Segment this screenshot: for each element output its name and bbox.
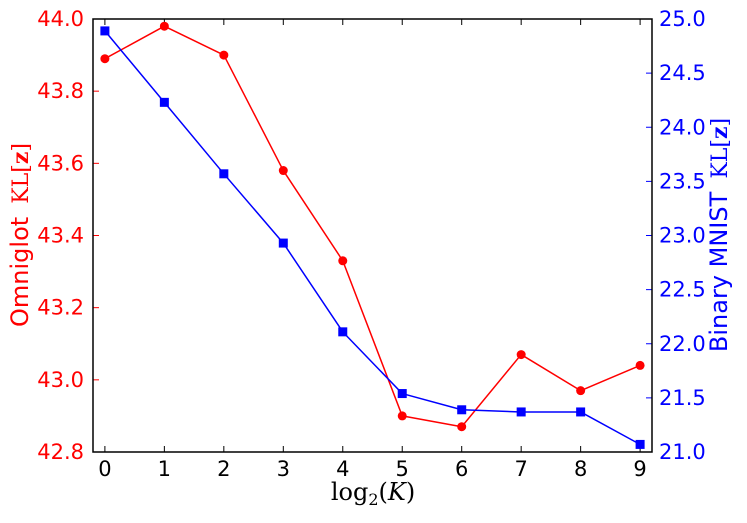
left-y-tick-label: 43.8: [37, 79, 84, 103]
x-tick-label: 8: [574, 457, 587, 481]
right-axis-series-point: [635, 439, 645, 449]
x-tick-label: 1: [158, 457, 171, 481]
x-tick-label: 6: [455, 457, 468, 481]
plot-frame: [92, 18, 653, 453]
left-axis-series-point: [219, 50, 229, 60]
right-axis-series-point: [457, 405, 467, 415]
left-axis-series-point: [576, 386, 586, 396]
right-y-tick-label: 24.5: [659, 61, 706, 85]
left-axis-label: Omniglot KL[z]: [6, 143, 34, 327]
x-tick-label: 7: [514, 457, 527, 481]
left-axis-series-line: [104, 25, 641, 428]
series-layer: [100, 21, 645, 449]
left-axis-series-point: [457, 422, 467, 432]
right-axis-series-point: [576, 407, 586, 417]
right-axis-label: Binary MNIST KL[z]: [705, 118, 733, 352]
x-axis-label: log2(K): [331, 478, 415, 509]
right-axis-series-point: [516, 407, 526, 417]
right-y-tick-label: 21.0: [659, 440, 706, 464]
right-axis-series-point: [219, 169, 229, 179]
left-axis-series-point: [635, 360, 645, 370]
x-tick-label: 4: [336, 457, 349, 481]
left-axis-series-point: [278, 166, 288, 176]
right-y-tick-label: 21.5: [659, 386, 706, 410]
x-tick-label: 5: [396, 457, 409, 481]
right-axis-series-point: [159, 97, 169, 107]
left-y-tick-label: 44.0: [37, 7, 84, 31]
right-y-tick-label: 22.5: [659, 278, 706, 302]
left-axis-series-point: [159, 21, 169, 31]
x-tick-label: 2: [217, 457, 230, 481]
left-axis-series-point: [100, 54, 110, 64]
left-y-tick-label: 42.8: [37, 440, 84, 464]
x-tick-label: 3: [277, 457, 290, 481]
right-y-tick-label: 23.5: [659, 169, 706, 193]
x-tick-label: 9: [633, 457, 646, 481]
left-axis-series-point: [397, 411, 407, 421]
right-y-tick-label: 24.0: [659, 115, 706, 139]
right-y-tick-label: 22.0: [659, 332, 706, 356]
right-axis-series-point: [278, 238, 288, 248]
left-axis-series-point: [516, 350, 526, 360]
tick-layer: 0 1 2 3 4 5 6 7 8 9 42.8 43.0 43.2 43.4 43.6 43.8 44.0 21…: [37, 7, 706, 481]
right-axis-series-line: [104, 30, 641, 446]
right-y-tick-label: 23.0: [659, 224, 706, 248]
right-axis-series-point: [397, 389, 407, 399]
x-tick-label: 0: [98, 457, 111, 481]
right-axis-series-point: [100, 26, 110, 36]
left-y-tick-label: 43.0: [37, 368, 84, 392]
right-y-tick-label: 25.0: [659, 7, 706, 31]
left-y-tick-label: 43.4: [37, 224, 84, 248]
left-y-tick-label: 43.6: [37, 151, 84, 175]
left-axis-series-point: [338, 256, 348, 266]
right-axis-series-point: [338, 327, 348, 337]
left-y-tick-label: 43.2: [37, 296, 84, 320]
